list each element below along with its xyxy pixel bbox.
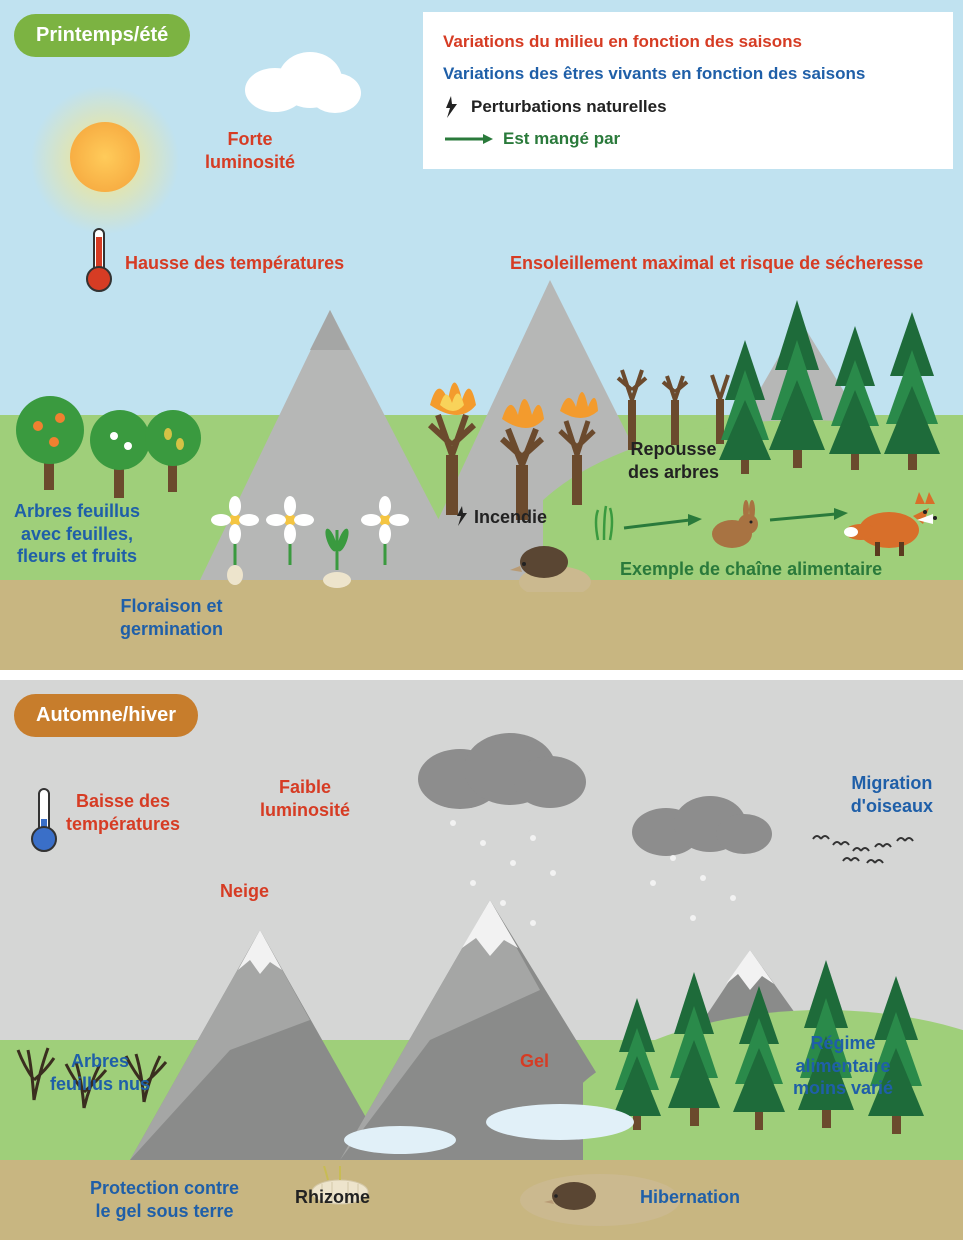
cloud-icon — [235, 45, 365, 115]
pine-trees-icon — [719, 290, 959, 500]
snow-cloud-small-icon — [620, 790, 780, 860]
ice-patches-icon — [340, 1096, 660, 1156]
lightning-small-icon — [455, 506, 469, 526]
spring-badge: Printemps/été — [14, 14, 190, 57]
label-baisse-temp: Baisse destempératures — [66, 790, 180, 835]
snow-cloud-large-icon — [400, 724, 600, 814]
flowers-icon — [200, 490, 430, 590]
legend-box: Variations du milieu en fonction des sai… — [423, 12, 953, 169]
thermometer-hot-icon — [85, 225, 113, 295]
legend-perturb: Perturbations naturelles — [471, 91, 667, 123]
label-hausse-temp: Hausse des températures — [125, 252, 344, 275]
leafy-trees-icon — [10, 350, 210, 500]
label-incendie: Incendie — [455, 506, 547, 529]
label-neige: Neige — [220, 880, 269, 903]
label-rhizome: Rhizome — [295, 1186, 370, 1209]
label-protection: Protection contrele gel sous terre — [90, 1177, 239, 1222]
label-gel: Gel — [520, 1050, 549, 1073]
legend-eaten: Est mangé par — [503, 123, 620, 155]
legend-vivants: Variations des êtres vivants en fonction… — [443, 58, 865, 90]
label-forte-luminosite: Forteluminosité — [205, 128, 295, 173]
label-chaine: Exemple de chaîne alimentaire — [620, 558, 882, 581]
label-repousse: Repoussedes arbres — [628, 438, 719, 483]
thermometer-cold-icon — [30, 785, 58, 855]
autumn-winter-panel: Automne/hiver — [0, 680, 963, 1240]
label-migration: Migrationd'oiseaux — [851, 772, 933, 817]
label-hibernation: Hibernation — [640, 1186, 740, 1209]
label-ensoleillement: Ensoleillement maximal et risque de séch… — [510, 252, 923, 275]
sun-icon — [70, 122, 140, 192]
lightning-icon — [443, 96, 461, 118]
legend-milieu: Variations du milieu en fonction des sai… — [443, 26, 802, 58]
label-faible-lum: Faibleluminosité — [260, 776, 350, 821]
label-arbres-feuillus: Arbres feuillusavec feuilles,fleurs et f… — [14, 500, 140, 568]
migrating-birds-icon — [803, 825, 933, 875]
food-chain-icon — [580, 470, 960, 570]
label-regime: Régimealimentairemoins varié — [793, 1032, 893, 1100]
arrow-icon — [443, 131, 493, 147]
hedgehog-icon — [510, 532, 600, 592]
spring-summer-panel: Printemps/été Variations du milieu en fo… — [0, 0, 963, 670]
label-floraison: Floraison etgermination — [120, 595, 223, 640]
label-arbres-nus: Arbresfeuillus nus — [50, 1050, 150, 1095]
winter-badge: Automne/hiver — [14, 694, 198, 737]
